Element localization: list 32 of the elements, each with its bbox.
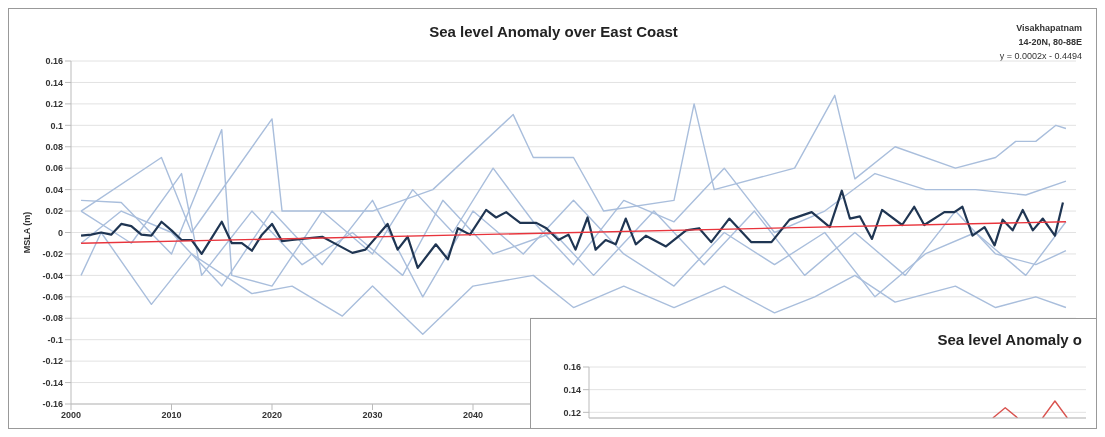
y-tick-label: -0.1	[47, 334, 63, 345]
text: 14-20N, 80-88E	[1018, 37, 1082, 47]
y-tick-label: 0.1	[50, 120, 63, 131]
y-tick-label: 0.16	[45, 56, 63, 67]
text: Visakhapatnam	[1016, 23, 1082, 33]
y-tick-label: 0.08	[45, 141, 63, 152]
y-tick-label: 0.12	[45, 99, 63, 110]
y-tick-label: 0.14	[45, 77, 63, 88]
y-axis-title: MSLA (m)	[22, 211, 33, 254]
chart-title: Sea level Anomaly over East Coast	[429, 23, 678, 40]
y-tick-label: -0.02	[42, 249, 63, 260]
y-tick-label: 0.14	[563, 384, 581, 395]
y-tick-label: -0.08	[42, 313, 63, 324]
y-tick-label: -0.06	[42, 292, 63, 303]
y-tick-label: 0.12	[563, 407, 581, 418]
x-tick-label: 2020	[261, 410, 283, 421]
y-tick-label: -0.04	[42, 270, 63, 281]
y-tick-label: 0.16	[563, 362, 581, 373]
x-tick-label: 2040	[462, 410, 484, 421]
x-tick-label: 2000	[60, 410, 82, 421]
y-tick-label: -0.12	[42, 356, 63, 367]
y-tick-label: -0.14	[42, 377, 63, 388]
y-tick-label: 0.02	[45, 206, 63, 217]
y-tick-label: -0.16	[42, 399, 63, 410]
chart-title: Sea level Anomaly o	[937, 331, 1082, 348]
text: y = 0.0002x - 0.4494	[999, 51, 1082, 61]
x-tick-label: 2010	[161, 410, 182, 421]
y-tick-label: 0	[57, 227, 63, 238]
y-tick-label: 0.06	[45, 163, 63, 174]
line-series	[79, 189, 1065, 269]
x-tick-label: 2030	[362, 410, 383, 421]
y-tick-label: 0.04	[45, 184, 63, 195]
